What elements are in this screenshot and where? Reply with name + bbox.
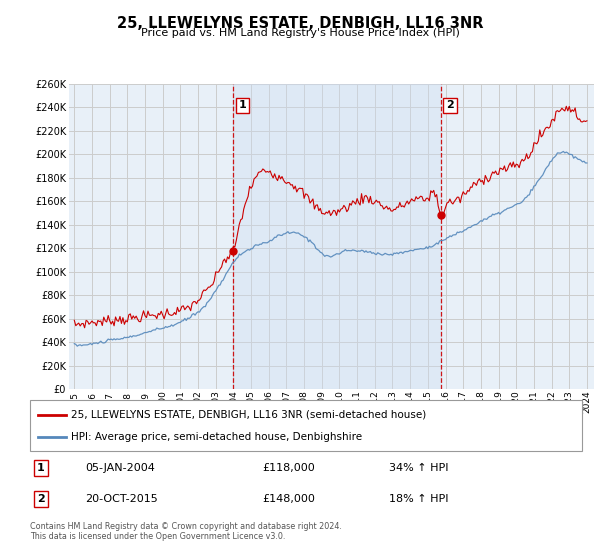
Bar bbox=[233, 84, 441, 389]
Text: 18% ↑ HPI: 18% ↑ HPI bbox=[389, 494, 448, 503]
Text: £148,000: £148,000 bbox=[262, 494, 315, 503]
Text: 25, LLEWELYNS ESTATE, DENBIGH, LL16 3NR (semi-detached house): 25, LLEWELYNS ESTATE, DENBIGH, LL16 3NR … bbox=[71, 409, 427, 419]
Text: £118,000: £118,000 bbox=[262, 463, 314, 473]
Text: 20-OCT-2015: 20-OCT-2015 bbox=[85, 494, 158, 503]
Text: Contains HM Land Registry data © Crown copyright and database right 2024.
This d: Contains HM Land Registry data © Crown c… bbox=[30, 522, 342, 542]
Text: 2: 2 bbox=[446, 100, 454, 110]
Text: 34% ↑ HPI: 34% ↑ HPI bbox=[389, 463, 448, 473]
Text: 05-JAN-2004: 05-JAN-2004 bbox=[85, 463, 155, 473]
Text: HPI: Average price, semi-detached house, Denbighshire: HPI: Average price, semi-detached house,… bbox=[71, 432, 362, 442]
Text: 25, LLEWELYNS ESTATE, DENBIGH, LL16 3NR: 25, LLEWELYNS ESTATE, DENBIGH, LL16 3NR bbox=[117, 16, 483, 31]
Text: 1: 1 bbox=[37, 463, 45, 473]
Text: 1: 1 bbox=[238, 100, 246, 110]
Text: Price paid vs. HM Land Registry's House Price Index (HPI): Price paid vs. HM Land Registry's House … bbox=[140, 28, 460, 38]
Text: 2: 2 bbox=[37, 494, 45, 503]
